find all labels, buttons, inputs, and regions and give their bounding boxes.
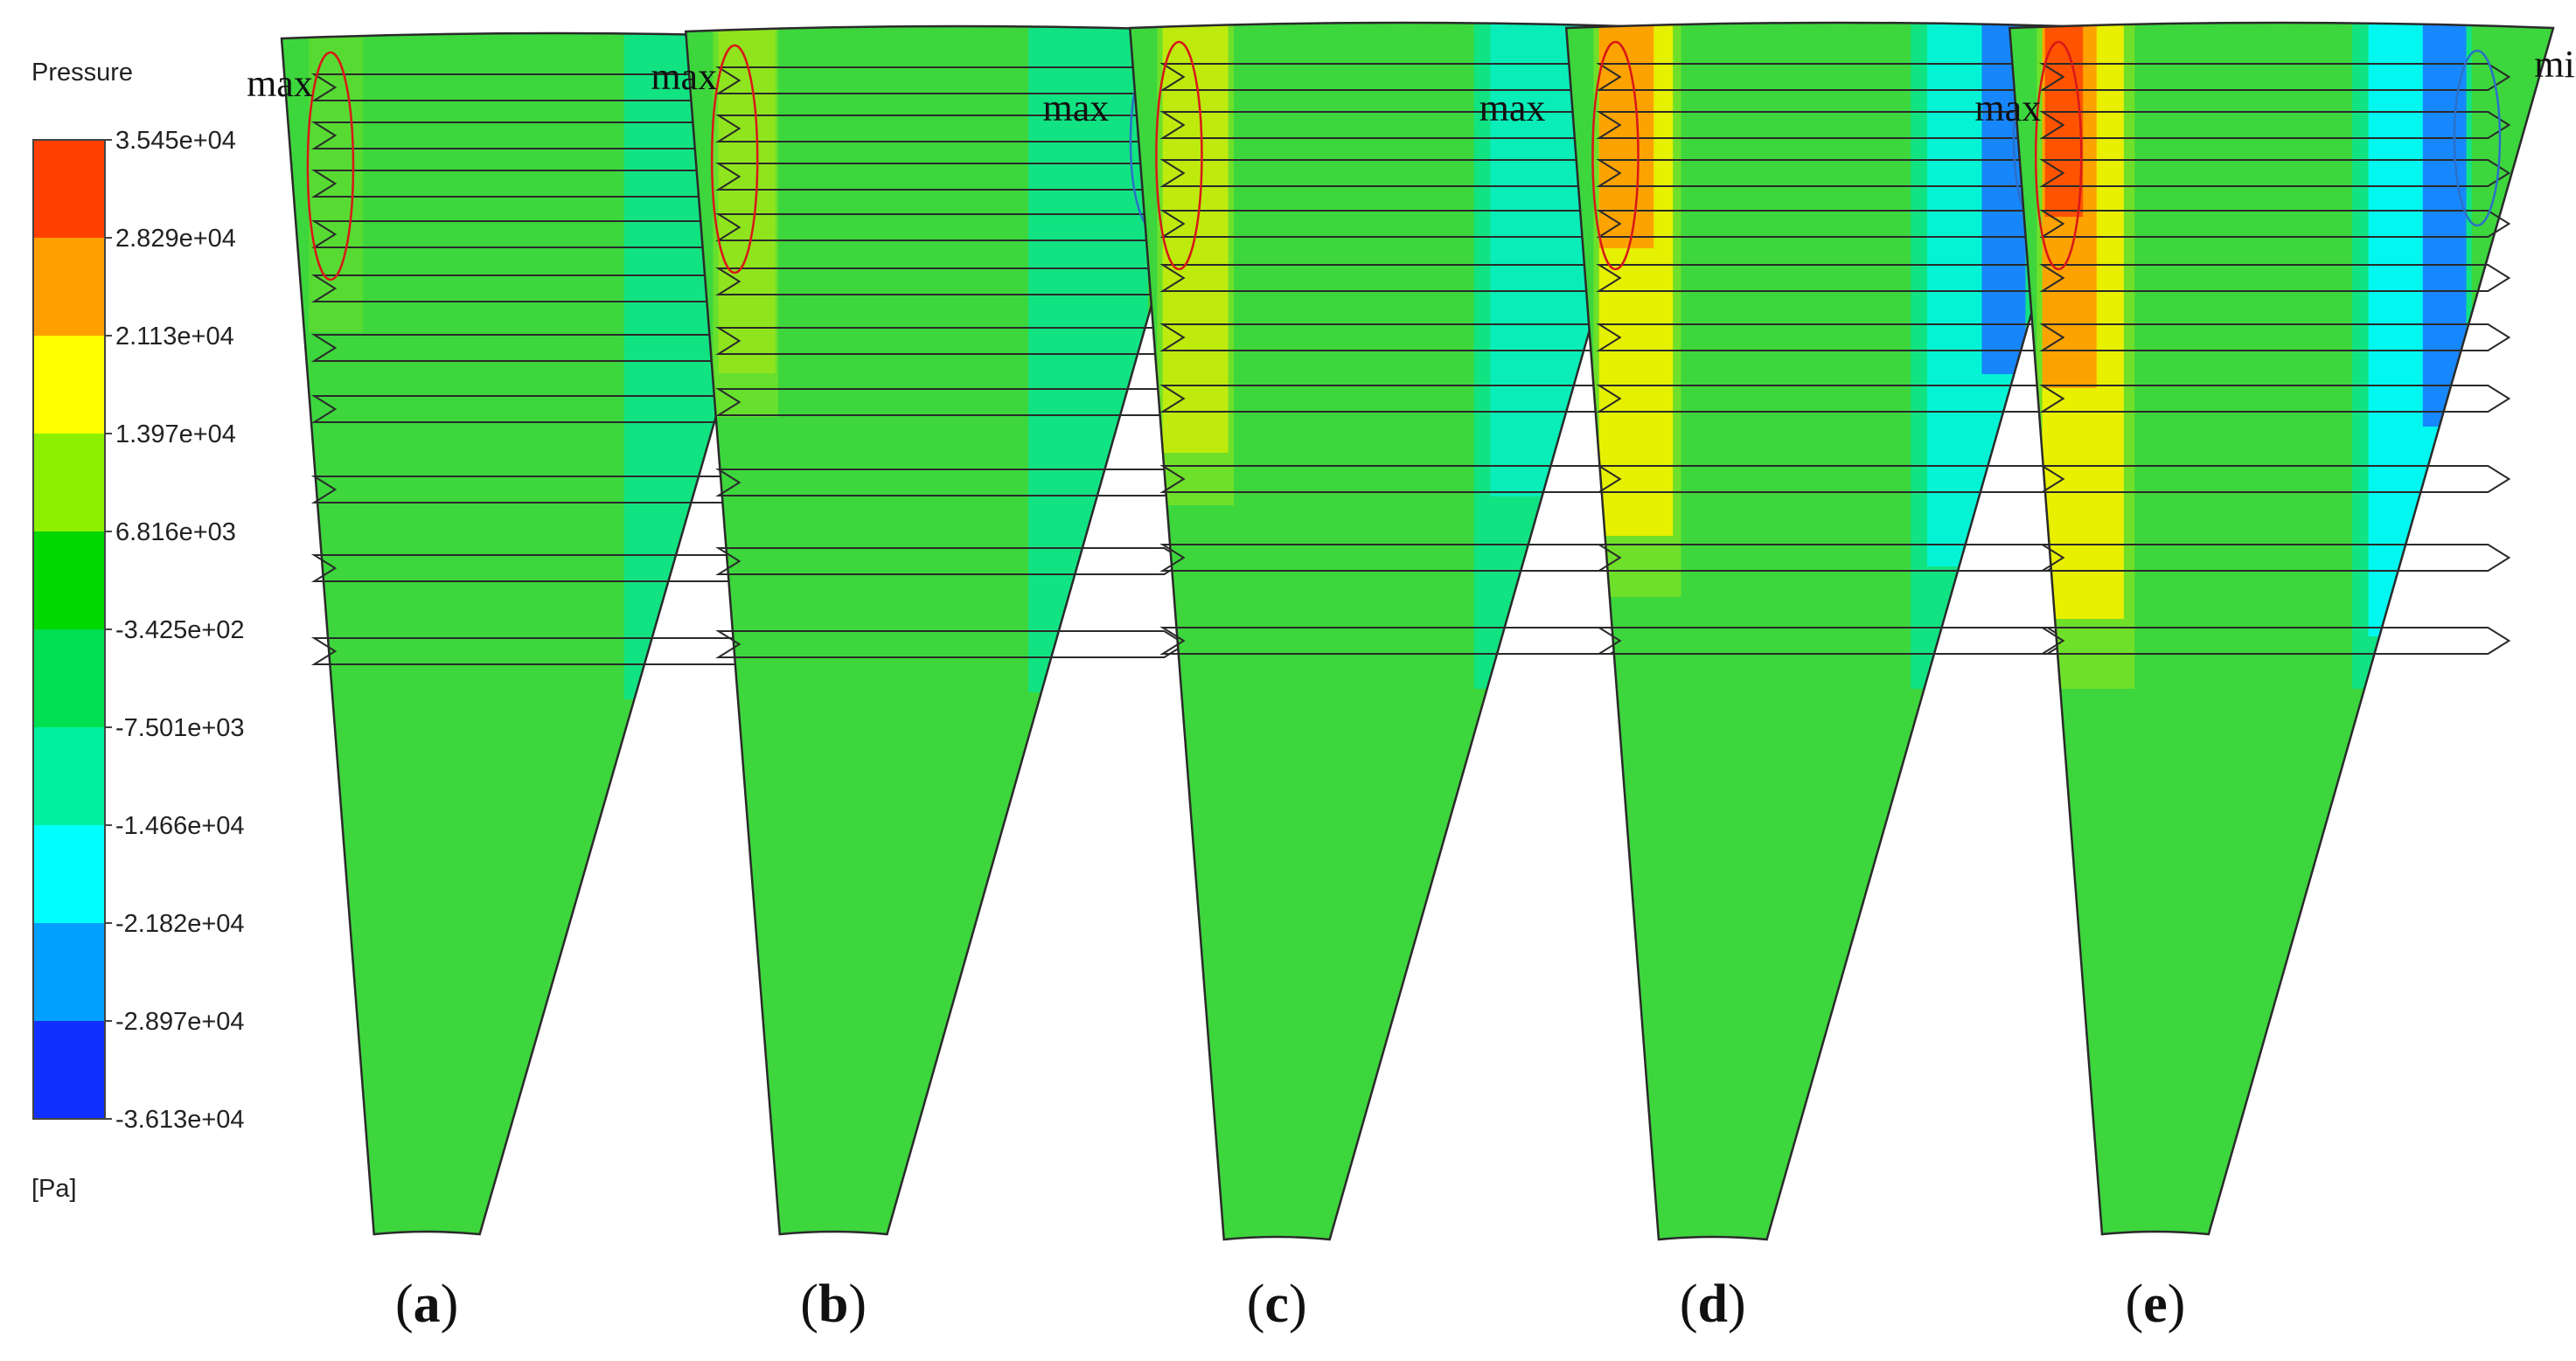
contour-panel-c: maxmin(c) [1043, 21, 1716, 1334]
max-label: max [1479, 87, 1546, 129]
legend-tick-label: -1.466e+04 [115, 812, 245, 840]
max-marker-ellipse [1591, 40, 1640, 271]
contour-panel-d: maxmin(d) [1479, 21, 2154, 1334]
max-marker-ellipse [710, 44, 759, 274]
panel-caption: (e) [2125, 1274, 2185, 1334]
legend-tick-label: 3.545e+04 [115, 127, 236, 155]
blade-arrows [2039, 63, 2511, 655]
legend-band [33, 629, 105, 727]
contour-panels: maxmin(a)maxmin(b)maxmin(c)maxmin(d)maxm… [247, 21, 2576, 1334]
panel-caption: (d) [1680, 1274, 1746, 1334]
legend-tick-label: 6.816e+03 [115, 518, 236, 546]
legend-tick-label: -2.182e+04 [115, 910, 245, 938]
panel-caption: (b) [800, 1274, 867, 1334]
panel-caption-letter: c [1264, 1274, 1289, 1334]
blade-arrow [2039, 627, 2511, 655]
blade-arrow [2039, 323, 2511, 351]
blade-arrow [2039, 210, 2511, 238]
legend-band [33, 727, 105, 825]
legend-tick-label: 2.113e+04 [115, 323, 234, 351]
blade-arrow [2039, 264, 2511, 292]
max-marker-ellipse [2034, 40, 2083, 271]
legend-band [33, 336, 105, 434]
legend-tick-label: 1.397e+04 [115, 420, 236, 448]
legend-band [33, 434, 105, 531]
blade-arrow [2039, 159, 2511, 187]
max-marker-ellipse [306, 51, 355, 281]
high-pressure-core [718, 28, 776, 373]
min-label: min [2534, 43, 2576, 86]
max-pressure-core [2044, 24, 2084, 217]
legend-band [33, 923, 105, 1021]
panel-caption: (c) [1247, 1274, 1307, 1334]
legend-tick-labels: 3.545e+04 2.829e+04 2.113e+04 1.397e+04 6.81… [105, 127, 245, 1134]
legend-band [33, 531, 105, 629]
legend-tick-label: 2.829e+04 [115, 225, 236, 253]
contour-panel-e: max min (e) [1974, 21, 2576, 1334]
max-label: max [1974, 87, 2041, 129]
panel-caption: (a) [395, 1274, 458, 1334]
legend-color-bar [32, 139, 106, 1120]
legend-band [33, 238, 105, 336]
blade-arrow [715, 630, 1187, 658]
max-marker-ellipse [1155, 40, 1203, 271]
legend-title: Pressure [31, 59, 133, 87]
legend-tick-label: -2.897e+04 [115, 1008, 245, 1036]
panel-outline [1128, 21, 1678, 1241]
min-marker-ellipse [2453, 49, 2502, 227]
max-label: max [651, 55, 717, 98]
panel-caption-letter: a [414, 1274, 441, 1334]
panel-caption-letter: d [1697, 1274, 1727, 1334]
blade-arrow [715, 547, 1187, 575]
panel-outline [2008, 21, 2555, 1236]
blade-arrow [2039, 465, 2511, 493]
panel-outline [1564, 21, 2115, 1241]
legend-unit: [Pa] [31, 1175, 77, 1203]
blade-arrow [2039, 385, 2511, 413]
blade-arrow [2039, 111, 2511, 139]
blade-arrow [2039, 544, 2511, 572]
legend-tick-label: -3.425e+02 [115, 616, 245, 644]
legend-tick-label: -3.613e+04 [115, 1106, 245, 1134]
max-label: max [1043, 87, 1110, 129]
max-label: max [247, 62, 313, 105]
panel-caption-letter: e [2143, 1274, 2168, 1334]
legend-band [33, 140, 105, 238]
blade-arrow [2039, 63, 2511, 91]
legend-band [33, 1021, 105, 1119]
pressure-legend: Pressure 3.545e+04 2.829e+04 2.113e+04 1.39… [31, 59, 245, 1203]
panel-caption-letter: b [818, 1274, 848, 1334]
legend-band [33, 825, 105, 923]
legend-tick-label: -7.501e+03 [115, 714, 245, 742]
